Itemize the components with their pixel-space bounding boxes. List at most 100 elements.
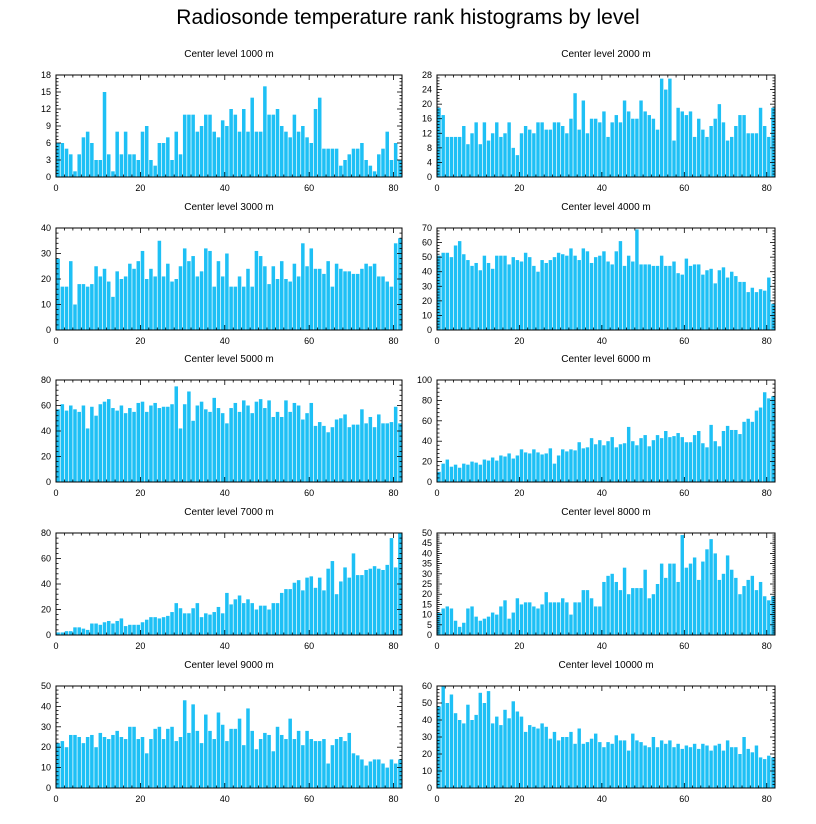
histogram-bar bbox=[149, 617, 153, 635]
histogram-bar bbox=[734, 747, 738, 788]
histogram-bar bbox=[271, 751, 276, 788]
panel-title: Center level 8000 m bbox=[561, 507, 651, 518]
histogram-bar bbox=[377, 568, 381, 635]
y-tick-label: 0 bbox=[427, 630, 432, 640]
histogram-bar bbox=[499, 255, 503, 330]
histogram-bar bbox=[246, 599, 250, 635]
histogram-bar bbox=[322, 425, 326, 482]
histogram-bar bbox=[389, 286, 394, 330]
panel-title: Center level 7000 m bbox=[184, 507, 274, 518]
histogram-bar bbox=[317, 741, 322, 788]
histogram-bar bbox=[73, 409, 77, 482]
histogram-bar bbox=[347, 577, 352, 636]
histogram-bar bbox=[98, 160, 103, 177]
histogram-bar bbox=[705, 549, 709, 635]
histogram-bar bbox=[622, 443, 627, 482]
x-tick-label: 20 bbox=[514, 183, 524, 193]
histogram-bar bbox=[709, 126, 713, 177]
y-tick-label: 40 bbox=[41, 701, 51, 711]
histogram-bar bbox=[279, 126, 284, 177]
histogram-bar bbox=[149, 739, 153, 788]
histogram-bar bbox=[81, 137, 86, 177]
histogram-bar bbox=[626, 111, 631, 177]
histogram-bar bbox=[532, 606, 536, 635]
histogram-bar bbox=[263, 86, 267, 177]
histogram-bar bbox=[692, 136, 697, 177]
histogram-bar bbox=[536, 608, 540, 635]
histogram-bar bbox=[119, 737, 124, 788]
histogram-bar bbox=[536, 452, 540, 482]
histogram-bar bbox=[309, 739, 314, 788]
histogram-bar bbox=[326, 568, 330, 635]
histogram-bar bbox=[85, 428, 90, 482]
histogram-bar bbox=[275, 603, 280, 636]
histogram-bar bbox=[153, 276, 157, 330]
histogram-bar bbox=[754, 292, 759, 330]
x-tick-label: 0 bbox=[434, 641, 439, 651]
histogram-bar bbox=[750, 133, 755, 177]
histogram-bar bbox=[758, 757, 763, 788]
histogram-bar bbox=[725, 740, 730, 788]
histogram-bar bbox=[339, 737, 343, 788]
histogram-bar bbox=[389, 160, 394, 177]
panel-title: Center level 6000 m bbox=[561, 354, 651, 365]
x-tick-label: 80 bbox=[389, 183, 399, 193]
histogram-bar bbox=[569, 118, 573, 177]
histogram-bar bbox=[569, 731, 573, 788]
histogram-bar bbox=[153, 728, 157, 788]
histogram-bar bbox=[540, 260, 544, 330]
histogram-bar bbox=[178, 737, 183, 788]
y-tick-label: 20 bbox=[422, 457, 432, 467]
histogram-panel: Center level 10000 m 0 20 40 60 80 0 10 20 30 40 50… bbox=[422, 660, 776, 804]
histogram-bar bbox=[225, 423, 229, 482]
histogram-bar bbox=[466, 704, 470, 788]
histogram-bar bbox=[296, 405, 301, 482]
histogram-bar bbox=[684, 442, 689, 482]
histogram-bar bbox=[355, 273, 360, 330]
histogram-bar bbox=[309, 248, 314, 330]
histogram-bar bbox=[64, 148, 69, 177]
histogram-bar bbox=[651, 265, 656, 330]
histogram-bar bbox=[697, 579, 701, 635]
histogram-bar bbox=[684, 567, 689, 635]
histogram-bar bbox=[166, 263, 170, 330]
histogram-bar bbox=[499, 136, 503, 177]
histogram-bar bbox=[659, 78, 664, 177]
histogram-bar bbox=[466, 608, 470, 635]
histogram-bar bbox=[441, 686, 445, 788]
histogram-bar bbox=[317, 97, 322, 177]
histogram-bar bbox=[647, 598, 651, 635]
histogram-bar bbox=[482, 703, 487, 788]
histogram-bar bbox=[639, 264, 643, 330]
x-tick-label: 0 bbox=[53, 641, 58, 651]
histogram-bar bbox=[536, 122, 540, 177]
histogram-bar bbox=[664, 431, 668, 482]
histogram-bar bbox=[347, 271, 352, 330]
histogram-bar bbox=[680, 535, 684, 635]
histogram-bar bbox=[187, 732, 191, 788]
histogram-bar bbox=[544, 129, 548, 177]
histogram-bar bbox=[730, 429, 734, 482]
histogram-bar bbox=[119, 154, 124, 177]
x-tick-label: 60 bbox=[304, 641, 314, 651]
histogram-bar bbox=[393, 243, 398, 330]
histogram-bar bbox=[655, 435, 660, 482]
histogram-bar bbox=[618, 590, 623, 635]
histogram-bar bbox=[474, 616, 478, 635]
histogram-bar bbox=[713, 283, 717, 330]
main-title: Radiosonde temperature rank histograms b… bbox=[176, 6, 640, 29]
histogram-bar bbox=[242, 400, 246, 482]
histogram-bar bbox=[631, 733, 635, 788]
y-tick-label: 9 bbox=[46, 121, 51, 131]
histogram-bar bbox=[486, 262, 491, 330]
y-tick-label: 60 bbox=[422, 416, 432, 426]
y-tick-label: 40 bbox=[41, 579, 51, 589]
y-tick-label: 45 bbox=[422, 538, 432, 548]
plot-frame bbox=[436, 379, 776, 483]
histogram-bar bbox=[688, 265, 693, 330]
histogram-bar bbox=[598, 440, 602, 482]
histogram-bar bbox=[220, 413, 225, 482]
histogram-bar bbox=[355, 424, 360, 483]
histogram-bar bbox=[692, 264, 697, 330]
histogram-bar bbox=[511, 612, 515, 635]
